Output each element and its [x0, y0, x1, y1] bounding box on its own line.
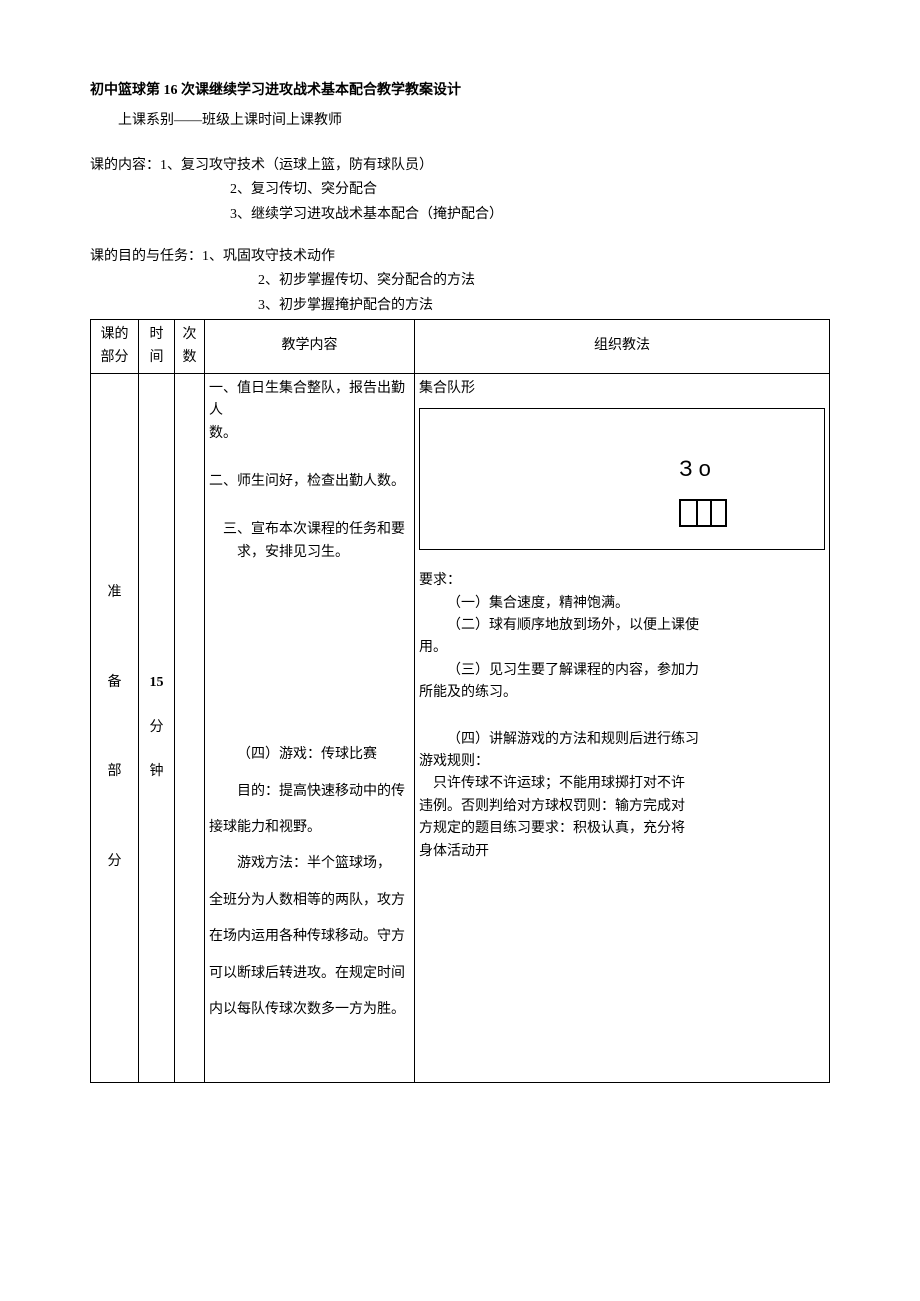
teach-b4-l5: 全班分为人数相等的两队，攻方: [209, 890, 410, 912]
teach-b3-l2: 求，安排见习生。: [209, 542, 410, 564]
teach-block-1: 一、值日生集合整队，报告出勤人 数。: [209, 378, 410, 445]
req-4-l5: 方规定的题目练习要求：积极认真，充分将: [419, 818, 825, 840]
requirements-block: 要求： （一）集合速度，精神饱满。 （二）球有顺序地放到场外，以便上课使 用。 …: [419, 570, 825, 704]
purpose-section: 课的目的与任务：1、巩固攻守技术动作 2、初步掌握传切、突分配合的方法 3、初步…: [90, 246, 830, 317]
teach-b4-l2: 目的：提高快速移动中的传: [209, 781, 410, 803]
req-4-l6: 身体活动开: [419, 841, 825, 863]
req-4-l4: 违例。否则判给对方球权罚则：输方完成对: [419, 796, 825, 818]
table-row: 准 备 部 分 15 分 钟 一、值日生集合整队，报告出勤人 数。 二、师生问好…: [91, 373, 830, 1082]
content-item-1: 1、复习攻守技术（运球上篮，防有球队员）: [160, 158, 433, 173]
header-organization: 组织教法: [415, 320, 830, 374]
doc-title: 初中篮球第 16 次课继续学习进攻战术基本配合教学教案设计: [90, 80, 830, 102]
time-value: 15: [143, 672, 170, 694]
req-4-l2: 游戏规则：: [419, 751, 825, 773]
req-2-l1: （二）球有顺序地放到场外，以便上课使: [419, 615, 825, 637]
lesson-table: 课的 部分 时间 次 数 教学内容 组织教法 准 备 部 分 15 分 钟 一、…: [90, 319, 830, 1083]
teach-b4-l8: 内以每队传球次数多一方为胜。: [209, 999, 410, 1021]
header-count-l1: 次: [183, 327, 197, 342]
time-unit-1: 分: [143, 717, 170, 739]
teach-b2: 二、师生问好，检查出勤人数。: [209, 471, 410, 493]
teach-b1-l2: 数。: [209, 423, 410, 445]
header-time: 时间: [139, 320, 175, 374]
part-char-1: 准: [108, 585, 122, 600]
req-4-l1: （四）讲解游戏的方法和规则后进行练习: [419, 729, 825, 751]
teach-block-3: 三、宣布本次课程的任务和要 求，安排见习生。: [209, 519, 410, 564]
teach-b4-l3: 接球能力和视野。: [209, 817, 410, 839]
cell-time: 15 分 钟: [139, 373, 175, 1082]
content-item-2: 2、复习传切、突分配合: [90, 179, 830, 201]
req-3-l2: 所能及的练习。: [419, 682, 825, 704]
header-part-l1: 课的: [101, 327, 129, 342]
header-count: 次 数: [175, 320, 205, 374]
purpose-line-1: 课的目的与任务：1、巩固攻守技术动作: [90, 246, 830, 268]
title-prefix: 初中篮球第: [90, 83, 164, 98]
part-char-3: 部: [108, 764, 122, 779]
req-4-l3: 只许传球不许运球；不能用球掷打对不许: [419, 773, 825, 795]
purpose-item-1: 1、巩固攻守技术动作: [202, 249, 335, 264]
cell-teaching-content: 一、值日生集合整队，报告出勤人 数。 二、师生问好，检查出勤人数。 三、宣布本次…: [205, 373, 415, 1082]
header-part-l2: 部分: [101, 350, 129, 365]
teach-b4-l6: 在场内运用各种传球移动。守方: [209, 926, 410, 948]
diagram-rect-icon: [679, 499, 727, 527]
purpose-item-3: 3、初步掌握掩护配合的方法: [90, 295, 830, 317]
doc-subtitle: 上课系别——班级上课时间上课教师: [118, 110, 830, 132]
purpose-label: 课的目的与任务：: [90, 249, 202, 264]
teach-b4-l1: （四）游戏：传球比赛: [209, 744, 410, 766]
req-title: 要求：: [419, 570, 825, 592]
teach-block-4: （四）游戏：传球比赛 目的：提高快速移动中的传 接球能力和视野。 游戏方法：半个…: [209, 744, 410, 1021]
table-header-row: 课的 部分 时间 次 数 教学内容 组织教法: [91, 320, 830, 374]
game-rules-block: （四）讲解游戏的方法和规则后进行练习 游戏规则： 只许传球不许运球；不能用球掷打…: [419, 729, 825, 863]
purpose-item-2: 2、初步掌握传切、突分配合的方法: [90, 270, 830, 292]
req-2-l2: 用。: [419, 637, 825, 659]
header-part: 课的 部分: [91, 320, 139, 374]
cell-organization: 集合队形 З о 要求： （一）集合速度，精神饱满。 （二）球有顺序地放到场外，…: [415, 373, 830, 1082]
cell-part: 准 备 部 分: [91, 373, 139, 1082]
teach-b3-l1: 三、宣布本次课程的任务和要: [209, 519, 410, 541]
part-char-4: 分: [108, 854, 122, 869]
cell-count: [175, 373, 205, 1082]
title-suffix: 次课继续学习进攻战术基本配合教学教案设计: [178, 83, 462, 98]
req-3-l1: （三）见习生要了解课程的内容，参加力: [419, 660, 825, 682]
teach-b4-l7: 可以断球后转进攻。在规定时间: [209, 963, 410, 985]
formation-diagram: З о: [419, 408, 825, 550]
org-top-label: 集合队形: [419, 378, 825, 400]
header-count-l2: 数: [183, 350, 197, 365]
teach-b1-l1: 一、值日生集合整队，报告出勤人: [209, 378, 410, 423]
content-line-1: 课的内容：1、复习攻守技术（运球上篮，防有球队员）: [90, 155, 830, 177]
teach-b4-l4: 游戏方法：半个篮球场，: [209, 853, 410, 875]
diagram-symbol-text: З о: [679, 451, 711, 486]
header-teaching-content: 教学内容: [205, 320, 415, 374]
part-char-2: 备: [108, 675, 122, 690]
content-section: 课的内容：1、复习攻守技术（运球上篮，防有球队员） 2、复习传切、突分配合 3、…: [90, 155, 830, 226]
teach-block-2: 二、师生问好，检查出勤人数。: [209, 471, 410, 493]
time-unit-2: 钟: [143, 761, 170, 783]
content-item-3: 3、继续学习进攻战术基本配合（掩护配合）: [90, 204, 830, 226]
title-number: 16: [164, 83, 178, 98]
req-1: （一）集合速度，精神饱满。: [419, 593, 825, 615]
content-label: 课的内容：: [90, 158, 160, 173]
